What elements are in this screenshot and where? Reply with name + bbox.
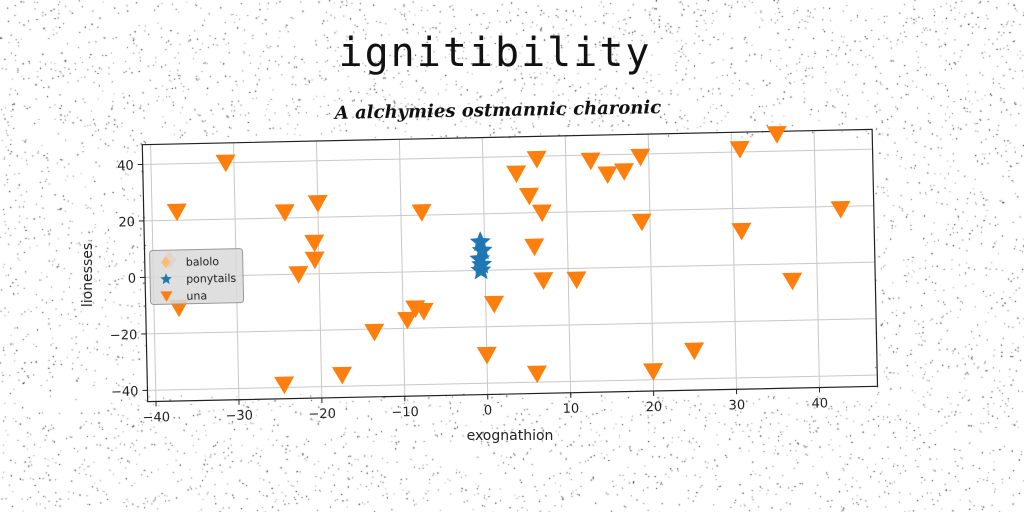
plot-frame: [141, 128, 879, 403]
x-grid-line: [564, 135, 572, 393]
una-point: [364, 323, 385, 342]
una-point: [766, 125, 787, 144]
x-grid-line: [647, 134, 655, 392]
una-point: [684, 342, 705, 361]
x-grid-line: [813, 130, 820, 388]
una-point: [526, 150, 547, 169]
una-legend-marker: [160, 291, 173, 302]
y-tick-label: −40: [111, 385, 139, 401]
x-tick-label: 20: [646, 400, 663, 415]
una-point: [729, 140, 750, 159]
ponytails-point: [469, 231, 491, 252]
legend-box: [149, 248, 245, 305]
y-axis-ticks: −40 −20 0 20 40: [110, 159, 148, 401]
una-point: [613, 163, 634, 181]
y-axis-label: lionesses: [80, 243, 96, 307]
data-points: [162, 125, 851, 395]
x-tick-label: −40: [142, 410, 170, 426]
una-point: [580, 152, 601, 171]
una-point: [597, 166, 618, 184]
ponytails-point: [471, 239, 493, 260]
una-point: [413, 302, 434, 321]
una-point: [476, 346, 497, 365]
una-point: [643, 363, 664, 381]
una-point: [782, 272, 803, 291]
x-axis-label: exognathion: [467, 428, 554, 444]
una-point: [531, 204, 552, 223]
una-point: [533, 272, 554, 290]
x-tick-label: 40: [811, 396, 828, 411]
una-point: [304, 251, 325, 270]
y-tick-label: 40: [117, 159, 134, 174]
una-point: [630, 148, 651, 167]
x-grid-line: [730, 132, 738, 390]
legend-label: balolo: [186, 255, 220, 269]
x-tick-label: −30: [225, 408, 253, 424]
x-tick-label: 30: [728, 398, 745, 413]
y-tick-label: 0: [128, 272, 137, 287]
x-grid-line: [398, 139, 406, 397]
grid-lines: [142, 130, 878, 402]
legend-label: una: [186, 289, 207, 302]
una-point: [274, 376, 295, 395]
ponytails-point: [470, 259, 492, 280]
chart-title: ignitibility: [338, 30, 652, 76]
x-tick-label: 10: [563, 402, 580, 417]
una-point: [483, 295, 504, 314]
una-point: [506, 165, 527, 184]
x-tick-label: −20: [308, 407, 336, 423]
y-grid-line: [146, 318, 877, 335]
y-grid-line: [145, 261, 875, 278]
legend-label: ponytails: [186, 272, 237, 286]
una-point: [566, 271, 587, 290]
una-point: [166, 203, 187, 222]
una-point: [304, 234, 325, 253]
una-point: [331, 366, 352, 385]
una-point: [830, 200, 851, 219]
una-point: [397, 311, 418, 330]
una-point: [524, 238, 545, 257]
x-tick-label: 0: [484, 403, 493, 418]
una-point: [307, 194, 328, 213]
una-point: [274, 204, 295, 222]
una-point: [519, 187, 540, 206]
una-point: [731, 222, 752, 241]
una-point: [526, 365, 547, 384]
x-grid-line: [315, 141, 323, 398]
y-grid-line: [142, 148, 873, 165]
una-point: [411, 204, 432, 222]
y-grid-line: [147, 374, 878, 391]
balolo-legend-marker: [161, 256, 171, 269]
una-point: [215, 154, 236, 173]
ponytails-legend-marker: [160, 273, 172, 285]
una-point: [288, 265, 309, 284]
y-tick-label: −20: [110, 328, 138, 344]
una-point: [631, 213, 652, 232]
x-tick-label: −10: [391, 405, 419, 421]
y-grid-line: [143, 205, 874, 222]
legend: balolo ponytails una: [149, 248, 245, 305]
x-axis-ticks: −40 −30 −20 −10 0 10 20 30 40: [142, 387, 828, 426]
y-tick-label: 20: [118, 215, 135, 230]
